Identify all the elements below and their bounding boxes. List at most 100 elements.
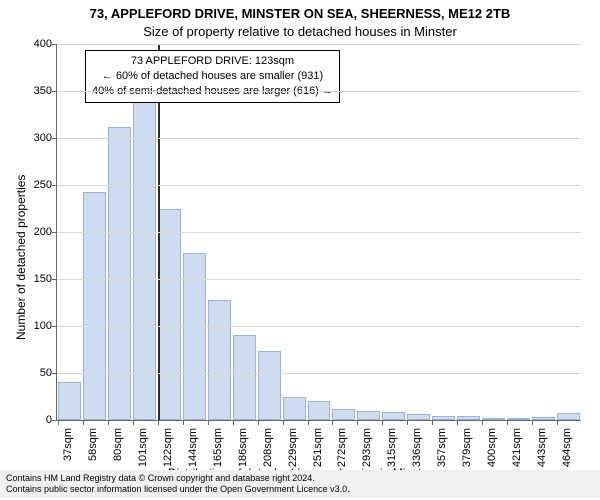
x-tick-label: 144sqm xyxy=(187,428,199,467)
footer-line2: Contains public sector information licen… xyxy=(6,484,594,495)
bar xyxy=(332,409,355,420)
y-tick-label: 150 xyxy=(12,273,52,285)
chart-title-line2: Size of property relative to detached ho… xyxy=(0,24,600,39)
y-tick xyxy=(52,185,57,186)
x-tick-label: 421sqm xyxy=(511,428,523,467)
bar xyxy=(108,127,131,420)
gridline xyxy=(57,44,581,45)
chart-container: 73, APPLEFORD DRIVE, MINSTER ON SEA, SHE… xyxy=(0,0,600,500)
x-tick-label: 336sqm xyxy=(411,428,423,467)
x-tick-label: 357sqm xyxy=(436,428,448,467)
bar xyxy=(507,418,530,420)
bar xyxy=(557,413,580,420)
bar xyxy=(233,335,256,420)
gridline xyxy=(57,138,581,139)
x-tick xyxy=(58,420,59,425)
y-tick xyxy=(52,232,57,233)
y-tick xyxy=(52,373,57,374)
bar xyxy=(208,300,231,420)
x-tick xyxy=(283,420,284,425)
x-tick-label: 101sqm xyxy=(137,428,149,467)
bar xyxy=(133,93,156,420)
bar xyxy=(308,401,331,420)
bar xyxy=(83,192,106,420)
bar xyxy=(158,209,181,421)
bar xyxy=(482,418,505,420)
y-tick-label: 250 xyxy=(12,179,52,191)
x-tick-label: 251sqm xyxy=(312,428,324,467)
annotation-line2: ← 60% of detached houses are smaller (93… xyxy=(92,69,333,84)
bar xyxy=(58,382,81,420)
annotation-box: 73 APPLEFORD DRIVE: 123sqm ← 60% of deta… xyxy=(85,50,340,103)
x-tick xyxy=(407,420,408,425)
bar xyxy=(407,414,430,420)
x-tick xyxy=(357,420,358,425)
x-tick xyxy=(457,420,458,425)
x-tick-label: 165sqm xyxy=(212,428,224,467)
x-tick-label: 229sqm xyxy=(287,428,299,467)
x-tick-label: 186sqm xyxy=(237,428,249,467)
y-tick-label: 50 xyxy=(12,367,52,379)
footer-line1: Contains HM Land Registry data © Crown c… xyxy=(6,473,594,484)
y-tick xyxy=(52,44,57,45)
plot-area: 73 APPLEFORD DRIVE: 123sqm ← 60% of deta… xyxy=(56,44,581,421)
bar xyxy=(532,417,555,420)
x-tick-label: 122sqm xyxy=(162,428,174,467)
x-tick-label: 272sqm xyxy=(336,428,348,467)
y-tick xyxy=(52,91,57,92)
gridline xyxy=(57,232,581,233)
y-tick xyxy=(52,279,57,280)
x-tick xyxy=(507,420,508,425)
gridline xyxy=(57,279,581,280)
bar xyxy=(258,351,281,420)
x-tick-label: 400sqm xyxy=(486,428,498,467)
chart-title-line1: 73, APPLEFORD DRIVE, MINSTER ON SEA, SHE… xyxy=(0,6,600,21)
x-tick xyxy=(557,420,558,425)
gridline xyxy=(57,185,581,186)
x-tick xyxy=(108,420,109,425)
x-tick xyxy=(133,420,134,425)
x-tick xyxy=(233,420,234,425)
y-tick-label: 400 xyxy=(12,38,52,50)
x-tick-label: 80sqm xyxy=(112,428,124,461)
x-tick xyxy=(532,420,533,425)
bar xyxy=(457,416,480,420)
bar xyxy=(283,397,306,421)
bar xyxy=(183,253,206,420)
bar xyxy=(432,416,455,420)
x-tick xyxy=(183,420,184,425)
x-tick xyxy=(482,420,483,425)
x-tick xyxy=(158,420,159,425)
x-tick xyxy=(208,420,209,425)
y-tick xyxy=(52,420,57,421)
y-tick xyxy=(52,138,57,139)
x-tick xyxy=(382,420,383,425)
y-axis-label: Number of detached properties xyxy=(14,175,28,340)
gridline xyxy=(57,326,581,327)
x-tick-label: 58sqm xyxy=(87,428,99,461)
x-tick-label: 443sqm xyxy=(536,428,548,467)
y-tick-label: 100 xyxy=(12,320,52,332)
x-tick xyxy=(258,420,259,425)
y-tick-label: 300 xyxy=(12,132,52,144)
x-tick xyxy=(332,420,333,425)
x-tick-label: 293sqm xyxy=(361,428,373,467)
x-tick-label: 37sqm xyxy=(62,428,74,461)
bar xyxy=(382,412,405,420)
x-tick xyxy=(308,420,309,425)
y-tick-label: 350 xyxy=(12,85,52,97)
x-tick-label: 464sqm xyxy=(561,428,573,467)
x-tick xyxy=(432,420,433,425)
gridline xyxy=(57,373,581,374)
x-tick xyxy=(83,420,84,425)
footer-attribution: Contains HM Land Registry data © Crown c… xyxy=(0,470,600,499)
x-tick-label: 379sqm xyxy=(461,428,473,467)
gridline xyxy=(57,91,581,92)
y-tick-label: 0 xyxy=(12,414,52,426)
x-tick-label: 208sqm xyxy=(262,428,274,467)
y-tick xyxy=(52,326,57,327)
annotation-line1: 73 APPLEFORD DRIVE: 123sqm xyxy=(92,54,333,69)
y-tick-label: 200 xyxy=(12,226,52,238)
x-tick-label: 315sqm xyxy=(386,428,398,467)
bar xyxy=(357,411,380,420)
